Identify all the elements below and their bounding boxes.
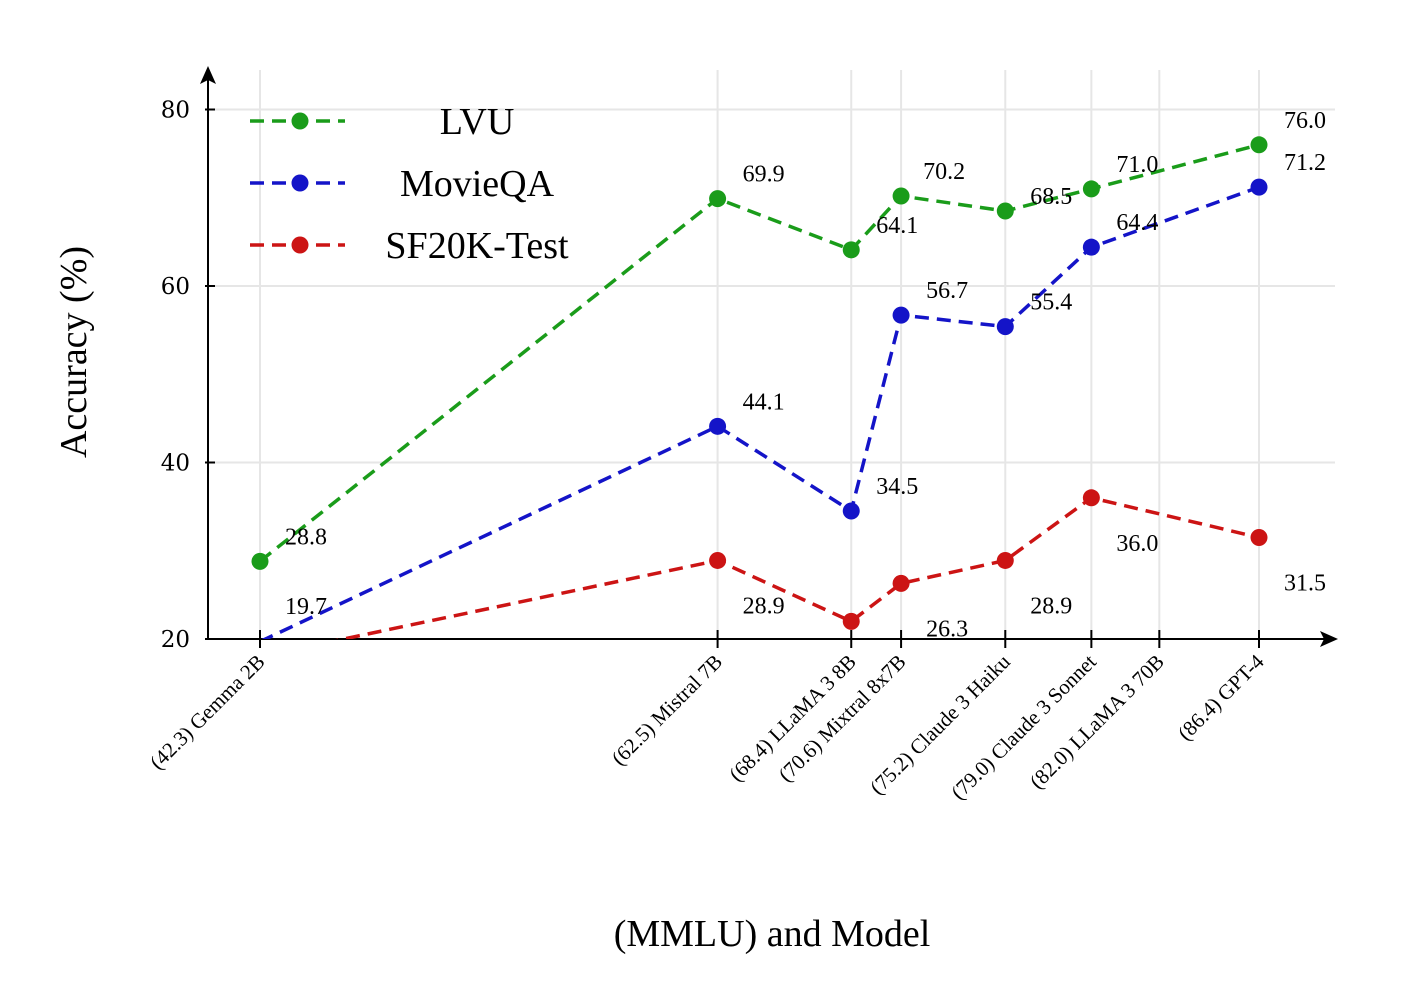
y-tick-label: 60 <box>161 274 190 300</box>
data-label-lvu: 71.0 <box>1116 152 1158 178</box>
legend-item-sf20k-test: SF20K-Test <box>250 225 569 267</box>
y-axis-title: Accuracy (%) <box>53 246 95 458</box>
data-label-lvu: 69.9 <box>743 162 785 188</box>
legend-marker <box>291 236 309 254</box>
legend-label: SF20K-Test <box>385 225 569 267</box>
data-label-lvu: 76.0 <box>1284 108 1326 134</box>
data-label-sf20k-test: 31.5 <box>1284 571 1326 597</box>
y-tick-label: 80 <box>161 98 190 124</box>
data-point-sf20k-test <box>996 551 1014 569</box>
data-point-lvu <box>892 187 910 205</box>
legend-marker <box>291 174 309 192</box>
data-point-movieqa <box>709 417 727 435</box>
legend-marker <box>291 112 309 130</box>
legend-label: MovieQA <box>400 163 555 205</box>
data-label-sf20k-test: 28.9 <box>1030 593 1072 619</box>
data-point-lvu <box>1082 180 1100 198</box>
data-point-movieqa <box>1250 178 1268 196</box>
data-point-lvu <box>842 241 860 259</box>
data-label-lvu: 70.2 <box>923 159 965 185</box>
data-point-sf20k-test <box>892 574 910 592</box>
y-axis-arrow <box>200 66 216 84</box>
data-label-movieqa: 34.5 <box>876 474 918 500</box>
data-point-lvu <box>709 190 727 208</box>
data-label-lvu: 68.5 <box>1030 184 1072 210</box>
legend-item-movieqa: MovieQA <box>250 163 555 205</box>
data-point-movieqa <box>1082 238 1100 256</box>
x-tick-label: (82.0) LLaMA 3 70B <box>1025 650 1169 794</box>
data-label-sf20k-test: 28.9 <box>743 593 785 619</box>
data-labels-group: 28.8 69.9 64.1 70.2 68.5 71.0 76.0 19.7 44.1 34.5… <box>285 108 1326 643</box>
markers-group <box>251 136 1268 630</box>
data-point-movieqa <box>996 318 1014 336</box>
data-point-sf20k-test <box>709 551 727 569</box>
data-label-lvu: 28.8 <box>285 524 327 550</box>
data-point-movieqa <box>892 306 910 324</box>
y-tick-label: 40 <box>161 451 190 477</box>
x-axis-title: (MMLU) and Model <box>614 913 931 955</box>
data-label-sf20k-test: 36.0 <box>1116 531 1158 557</box>
data-point-lvu <box>251 552 269 570</box>
x-tick-label: (42.3) Gemma 2B <box>145 650 270 775</box>
data-point-movieqa <box>842 502 860 520</box>
data-label-movieqa: 56.7 <box>926 278 968 304</box>
legend-label: LVU <box>440 101 515 143</box>
data-label-movieqa: 55.4 <box>1030 290 1072 316</box>
data-label-movieqa: 19.7 <box>285 594 327 620</box>
y-tick-label: 20 <box>161 627 190 653</box>
legend: LVU MovieQA SF20K-Test <box>250 101 569 267</box>
x-tick-label: (86.4) GPT-4 <box>1173 649 1269 745</box>
data-point-lvu <box>1250 136 1268 154</box>
data-label-lvu: 64.1 <box>876 213 918 239</box>
data-label-sf20k-test: 26.3 <box>926 616 968 642</box>
x-tick-label: (62.5) Mistral 7B <box>607 650 727 770</box>
x-axis-arrow <box>1320 631 1338 647</box>
legend-item-lvu: LVU <box>250 101 514 143</box>
grid <box>205 70 1335 640</box>
series-line-sf20k-test <box>335 495 1260 639</box>
data-label-movieqa: 44.1 <box>743 389 785 415</box>
data-point-sf20k-test <box>842 612 860 630</box>
series-line-lvu <box>258 143 1260 563</box>
data-label-movieqa: 64.4 <box>1116 210 1158 236</box>
data-point-lvu <box>996 202 1014 220</box>
data-label-movieqa: 71.2 <box>1284 150 1326 176</box>
data-point-sf20k-test <box>1082 489 1100 507</box>
data-point-sf20k-test <box>1250 529 1268 547</box>
